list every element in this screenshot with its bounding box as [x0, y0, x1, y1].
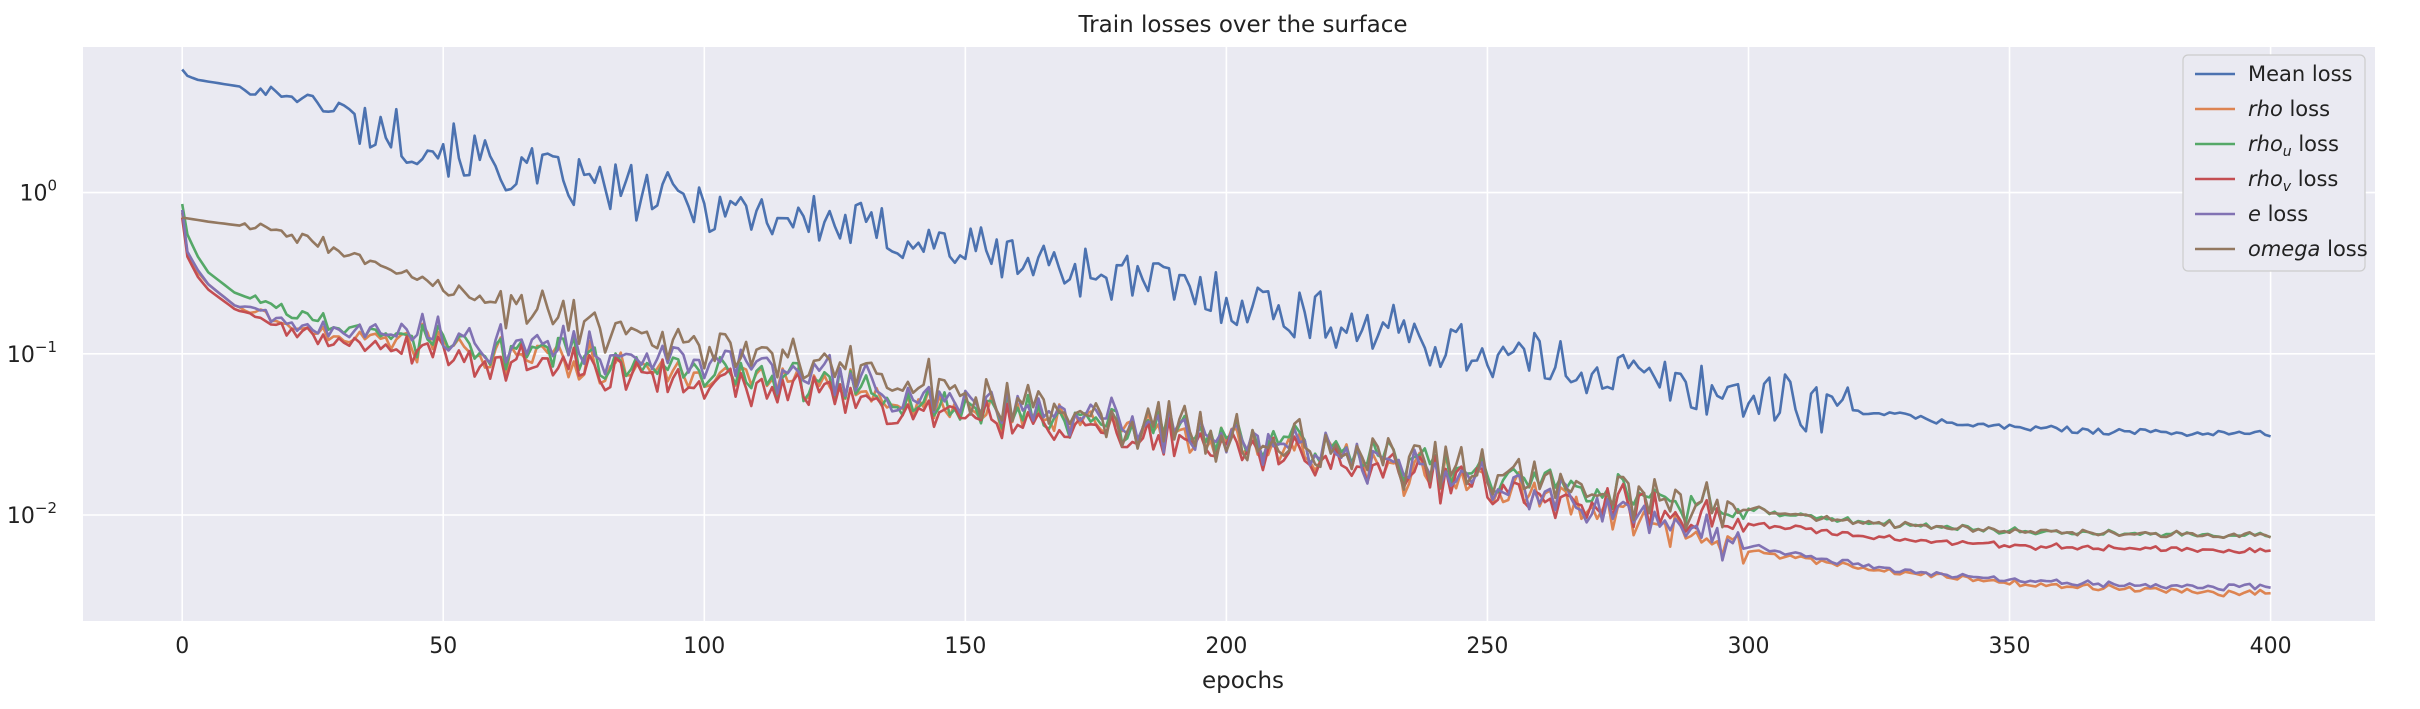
- y-tick-label-0: 10−2: [7, 499, 57, 529]
- x-tick-label-3: 150: [944, 634, 986, 659]
- y-tick-label-2: 100: [19, 177, 57, 207]
- x-tick-label-4: 200: [1205, 634, 1247, 659]
- series-line-0: [181, 68, 2271, 438]
- x-axis-ticks: 0 50 100 150 200 250 300 350 400: [175, 634, 2291, 659]
- legend-label-4: e loss: [2248, 202, 2308, 226]
- series-lines: [180, 68, 2272, 598]
- series-line-3: [180, 217, 2271, 555]
- chart-title: Train losses over the surface: [1077, 12, 1407, 38]
- x-axis-title: epochs: [1202, 668, 1284, 694]
- y-axis-ticks: 10−2 10−1 100: [7, 177, 57, 529]
- x-tick-label-2: 100: [683, 634, 725, 659]
- series-line-5: [182, 216, 2272, 539]
- y-tick-label-1: 10−1: [7, 338, 57, 368]
- x-tick-label-1: 50: [429, 634, 457, 659]
- x-tick-label-5: 250: [1466, 634, 1508, 659]
- x-tick-label-7: 350: [1989, 634, 2031, 659]
- x-tick-label-8: 400: [2250, 634, 2292, 659]
- legend: Mean loss rho loss rhou loss rhov loss e los…: [2182, 54, 2368, 272]
- legend-label-0: Mean loss: [2248, 62, 2352, 86]
- legend-label-1: rho loss: [2248, 97, 2330, 121]
- legend-label-3: rhov loss: [2248, 167, 2338, 195]
- legend-label-5: omega loss: [2248, 237, 2368, 261]
- legend-label-2: rhou loss: [2248, 132, 2339, 160]
- x-tick-label-0: 0: [175, 634, 189, 659]
- x-tick-label-6: 300: [1727, 634, 1769, 659]
